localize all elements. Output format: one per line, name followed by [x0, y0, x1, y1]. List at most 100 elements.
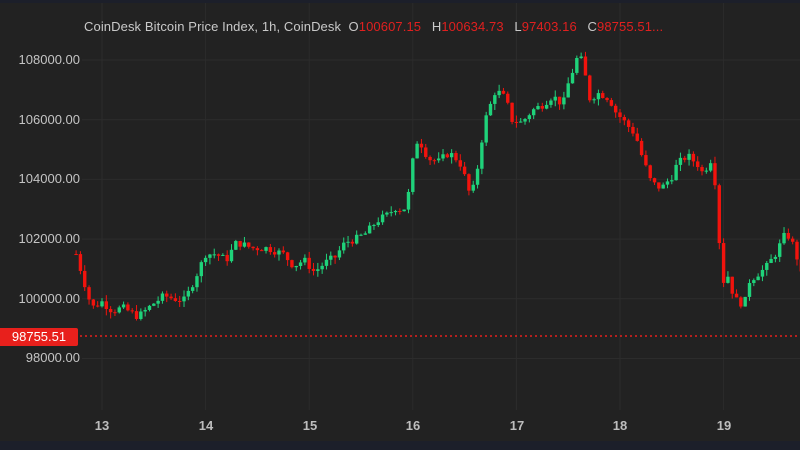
candle-body: [739, 297, 743, 307]
candle-body: [553, 96, 557, 101]
candle-body: [501, 90, 506, 94]
candle-body: [747, 283, 752, 297]
candle-body: [260, 250, 264, 252]
candle-body: [635, 133, 639, 141]
candle-body: [393, 210, 398, 213]
candle-body: [398, 210, 402, 212]
candle-body: [212, 254, 216, 256]
candle-body: [786, 232, 791, 239]
candle-body: [700, 167, 704, 172]
candle-body: [622, 117, 627, 121]
close-value: 98755.51...: [597, 19, 664, 34]
candle-body: [95, 305, 100, 307]
candle-body: [298, 262, 303, 266]
candle-body: [113, 312, 117, 314]
candle-body: [264, 247, 268, 251]
candle-body: [510, 102, 514, 122]
candle-body: [367, 225, 372, 234]
candle-body: [272, 252, 277, 255]
candle-body: [290, 260, 294, 268]
candle-body: [268, 247, 273, 253]
candle-body: [303, 257, 307, 263]
candle-body: [441, 154, 445, 159]
candle-body: [156, 300, 160, 304]
candle-body: [203, 257, 208, 263]
candle-body: [691, 153, 696, 162]
candle-body: [592, 99, 596, 101]
candle-body: [437, 158, 441, 161]
candle-body: [324, 259, 329, 266]
candle-body: [639, 140, 644, 156]
candle-body: [307, 257, 311, 269]
candle-body: [626, 120, 631, 127]
candle-body: [277, 250, 281, 255]
candle-body: [350, 241, 355, 244]
x-tick-label: 17: [509, 418, 525, 433]
candle-body: [294, 265, 298, 268]
candle-body: [480, 142, 484, 169]
candle-body: [449, 153, 454, 158]
candle-body: [216, 254, 221, 256]
candle-body: [674, 164, 678, 181]
candle-body: [523, 118, 527, 122]
candle-body: [493, 95, 497, 104]
candle-body: [752, 280, 756, 284]
candle-body: [683, 157, 687, 160]
candle-body: [221, 254, 225, 256]
candle-body: [531, 109, 536, 116]
candle-body: [337, 250, 342, 258]
candle-body: [601, 93, 605, 99]
high-value: 100634.73: [441, 19, 504, 34]
candle-body: [139, 311, 143, 319]
candle-body: [544, 104, 549, 109]
candle-body: [121, 304, 126, 308]
x-tick-label: 13: [94, 418, 110, 433]
y-tick-label: 104000.00: [18, 171, 80, 186]
high-label: H: [431, 19, 442, 34]
candle-body: [795, 241, 799, 260]
candle-body: [251, 246, 255, 249]
chart-legend: CoinDesk Bitcoin Price Index, 1h, CoinDe…: [84, 19, 670, 34]
low-value: 97403.16: [521, 19, 577, 34]
candle-body: [255, 248, 260, 251]
candle-body: [708, 163, 713, 171]
candle-body: [644, 155, 648, 166]
candle-body: [484, 115, 488, 143]
candle-body: [285, 252, 290, 261]
candle-body: [225, 254, 229, 262]
candle-body: [696, 161, 700, 168]
candle-body: [359, 234, 363, 236]
chart-background: [0, 3, 800, 441]
open-label: O: [348, 19, 359, 34]
candle-body: [488, 103, 493, 116]
x-tick-label: 19: [716, 418, 732, 433]
candle-body: [190, 287, 195, 291]
candle-body: [575, 57, 579, 73]
candle-body: [87, 287, 91, 300]
candle-body: [605, 98, 609, 101]
candle-body: [126, 304, 130, 311]
candle-body: [721, 243, 726, 283]
candle-body: [765, 262, 769, 270]
candle-body: [445, 154, 450, 158]
candle-body: [173, 298, 178, 301]
candle-body: [385, 212, 389, 215]
candle-body: [182, 296, 186, 302]
candle-body: [130, 310, 134, 312]
candle-body: [178, 300, 182, 302]
candle-body: [670, 180, 674, 182]
candle-body: [717, 185, 721, 244]
candle-body: [734, 293, 739, 298]
candle-body: [583, 56, 588, 76]
candle-body: [462, 166, 467, 175]
chart-title: CoinDesk Bitcoin Price Index, 1h, CoinDe…: [84, 19, 342, 34]
candle-body: [134, 311, 139, 319]
candle-body: [756, 276, 760, 281]
y-tick-label: 108000.00: [18, 52, 80, 67]
candle-body: [730, 276, 734, 294]
candle-body: [165, 293, 169, 297]
candle-body: [376, 222, 380, 226]
x-tick-label: 18: [612, 418, 628, 433]
